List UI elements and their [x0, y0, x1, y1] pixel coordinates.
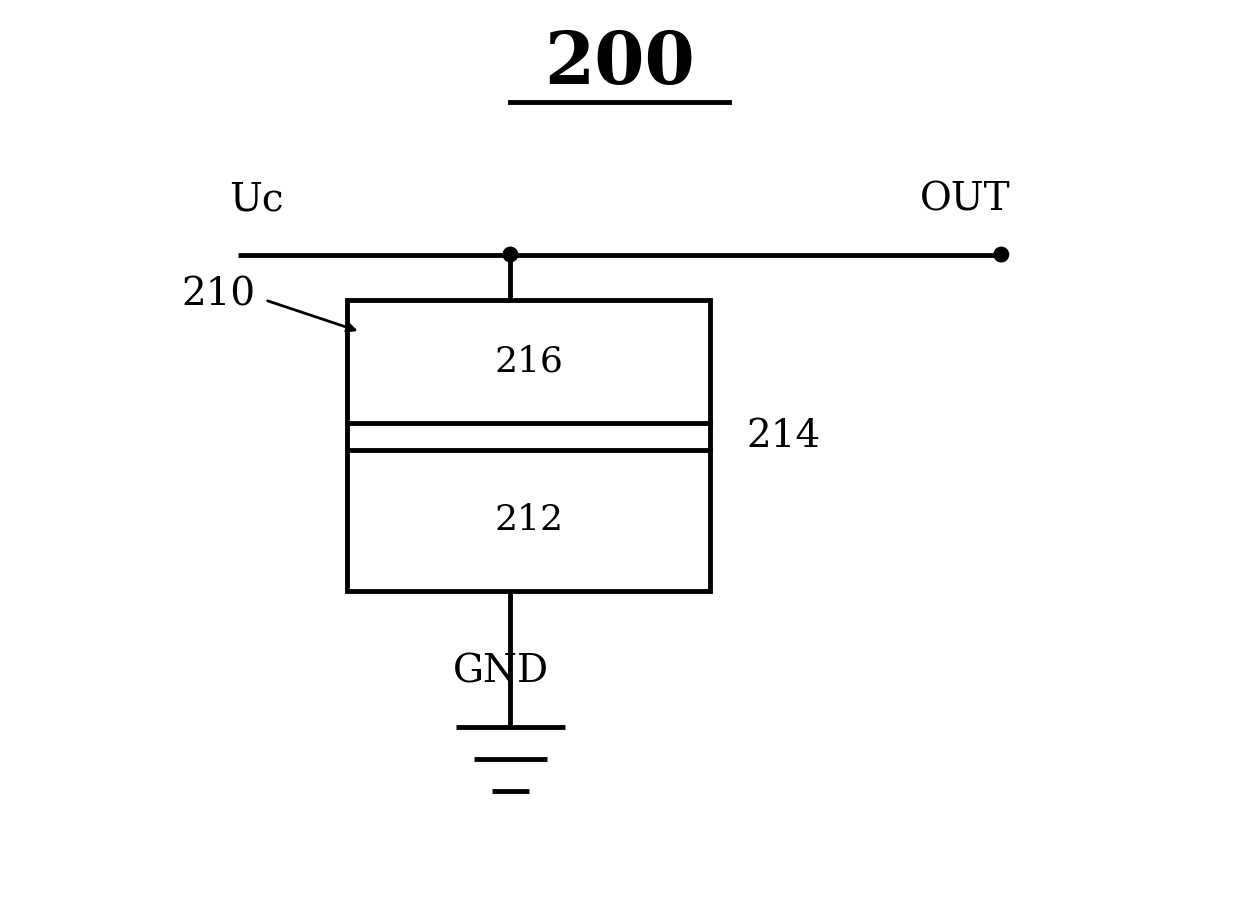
Text: 210: 210: [182, 277, 256, 314]
Text: 200: 200: [544, 28, 695, 99]
Text: 216: 216: [494, 345, 563, 378]
Circle shape: [503, 247, 518, 262]
Circle shape: [994, 247, 1009, 262]
Text: OUT: OUT: [919, 181, 1010, 218]
Text: 212: 212: [494, 504, 563, 537]
Text: GND: GND: [453, 654, 549, 691]
Text: Uc: Uc: [229, 181, 284, 218]
Text: 214: 214: [747, 418, 821, 454]
Bar: [347, 300, 710, 591]
